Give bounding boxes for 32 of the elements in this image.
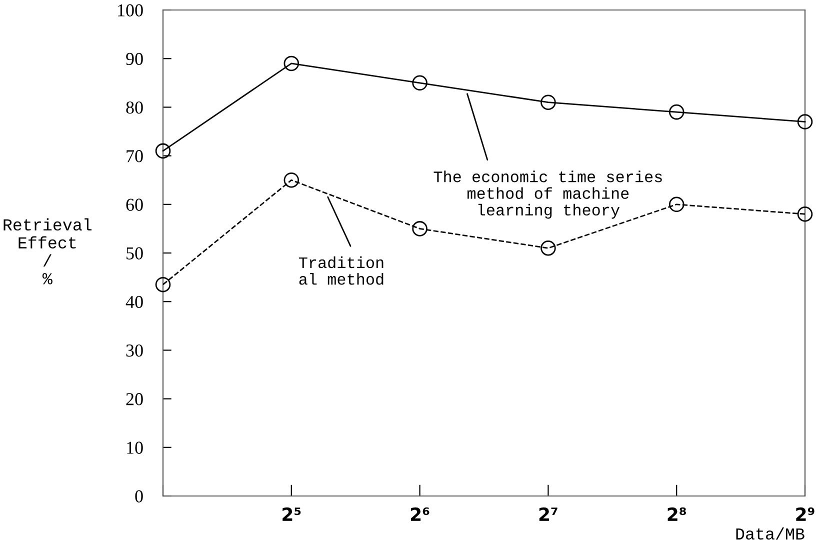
text: The economic time series method of machine learning theory (434, 170, 662, 219)
y-axis-title: Retrieval Effect / % (4, 218, 92, 284)
x-tick-label: 2⁷ (539, 507, 558, 521)
y-tick-label: 80 (126, 101, 143, 114)
y-tick-label: 10 (127, 442, 143, 454)
x-tick-label: 2⁵ (282, 507, 301, 521)
point (155, 143, 171, 159)
point (668, 104, 684, 120)
point (540, 240, 556, 256)
point (797, 114, 813, 130)
point (540, 94, 556, 110)
x-tick-label: 2⁸ (668, 507, 686, 521)
y-tick-label: 60 (126, 198, 143, 211)
x-axis-title: Data/MB (736, 527, 804, 540)
y-tick-label: 40 (126, 296, 143, 308)
text: Tradition al method (298, 256, 384, 285)
point (412, 75, 428, 91)
y-tick-label: 70 (126, 150, 143, 162)
y-tick-label: 50 (126, 247, 143, 260)
y-tick-label: 20 (126, 393, 143, 406)
y-tick-label: 100 (118, 4, 143, 16)
y-tick-label: 0 (135, 490, 143, 502)
x-tick-label: 2⁶ (410, 507, 430, 521)
point (284, 172, 300, 188)
x-tick-label: 2⁹ (796, 507, 814, 521)
point (797, 206, 813, 222)
y-tick-label: 30 (126, 344, 143, 357)
point (412, 221, 428, 236)
point (668, 196, 684, 212)
point (284, 56, 300, 72)
y-tick-label: 90 (126, 52, 143, 66)
point (155, 276, 171, 292)
